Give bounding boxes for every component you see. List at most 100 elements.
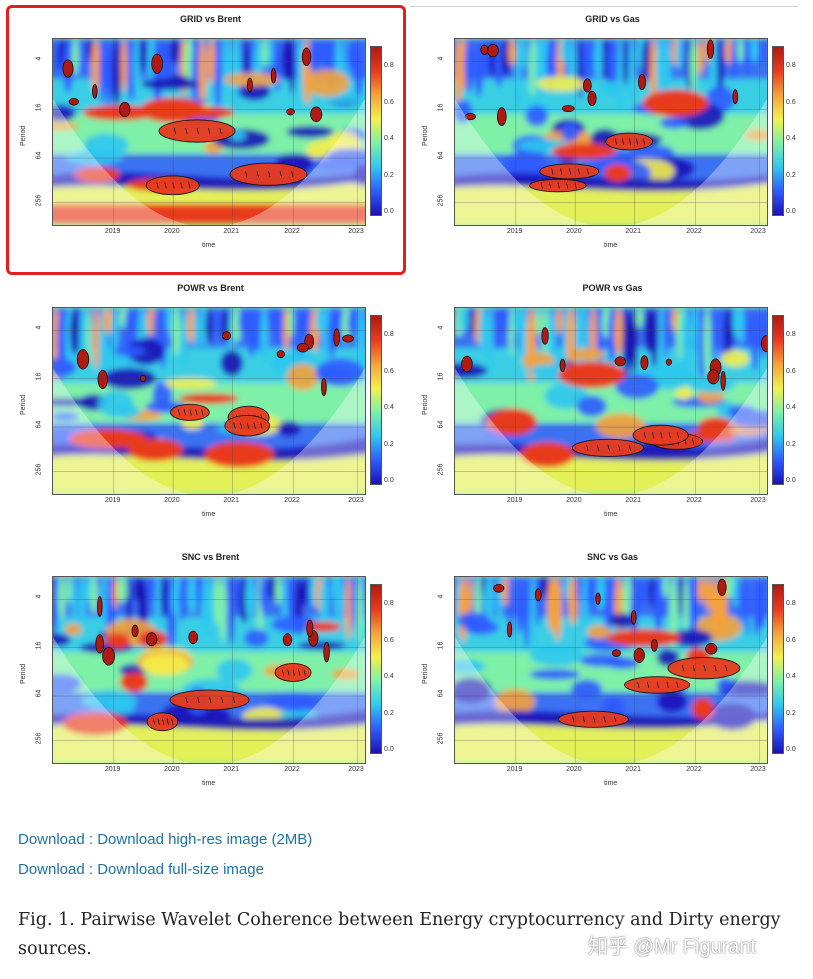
coherence-streak (593, 39, 603, 80)
panel-title: SNC vs Gas (586, 552, 639, 562)
coherence-streak (717, 308, 726, 363)
phase-arrow (577, 168, 581, 175)
coherence-streak (731, 39, 738, 80)
coherence-streak (195, 577, 203, 605)
significance-contour (493, 583, 505, 593)
heatmap-svg (455, 39, 767, 225)
download-fullsize-link[interactable]: Download : Download full-size image (18, 861, 264, 878)
coherence-streak (697, 577, 706, 604)
phase-arrow (549, 182, 552, 189)
colorbar-tick-label: 0.2 (384, 709, 394, 717)
coherence-blob (220, 350, 244, 376)
significance-contour (310, 106, 323, 123)
coherence-streak (515, 577, 524, 634)
coherence-blob (571, 679, 602, 698)
significance-contour (282, 633, 293, 647)
coherence-streak (744, 308, 752, 349)
coherence-streak (737, 308, 745, 344)
coherence-streak (630, 308, 638, 374)
phase-arrow (676, 681, 679, 689)
significance-contour (558, 710, 629, 728)
coherence-streak (523, 577, 530, 649)
phase-arrow (188, 182, 191, 189)
colorbar-tick-label: 0.4 (786, 135, 796, 142)
phase-arrow (676, 432, 680, 439)
x-tick-label: 2022 (686, 766, 702, 773)
coherence-blob (544, 382, 588, 409)
coherence-streak (528, 39, 538, 96)
coherence-streak (319, 577, 329, 627)
coherence-blob (502, 151, 549, 178)
coherence-streak (484, 577, 494, 621)
coherence-streak (267, 39, 274, 68)
y-tick-label: 4 (437, 56, 445, 61)
coherence-streak (300, 308, 310, 338)
x-tick-label: 2021 (625, 766, 641, 773)
coherence-streak (57, 577, 66, 620)
coherence-streak (556, 308, 563, 335)
x-tick-label: 2020 (164, 766, 180, 773)
significant-region (604, 164, 631, 182)
x-tick-label: 2021 (625, 497, 641, 504)
coherence-panel: GRID vs Brent Period 4 16 64 256 2019 2020 2021 2… (18, 14, 403, 269)
coherence-streak (315, 39, 323, 64)
phase-arrow (173, 127, 177, 135)
coherence-streak (214, 308, 222, 337)
phase-arrow (164, 182, 167, 189)
coherence-field (455, 577, 767, 763)
coherence-streak (535, 308, 542, 336)
coherence-streak (341, 308, 351, 342)
coherence-streak (171, 308, 181, 356)
significance-contour (301, 47, 312, 66)
coherence-streak (751, 308, 759, 372)
significance-contour (306, 619, 314, 638)
coherence-streak (738, 577, 744, 629)
coherence-streak (274, 308, 283, 348)
phase-arrow (572, 716, 575, 723)
significance-contour (62, 59, 74, 78)
x-tick-label: 2022 (284, 228, 300, 235)
phase-arrow (691, 438, 695, 445)
colorbar-tick-label: 0.4 (384, 673, 394, 680)
significance-contour (624, 676, 691, 694)
coherence-blob (297, 641, 346, 650)
phase-arrow (152, 718, 156, 725)
coherence-streak (717, 39, 724, 98)
coherence-streak (759, 39, 767, 63)
significance-contour (321, 377, 327, 397)
y-tick-label: 256 (437, 463, 445, 476)
coherence-streak (737, 39, 744, 63)
significance-contour (296, 342, 309, 353)
y-tick-label: 256 (437, 194, 445, 207)
coherence-streak (475, 577, 482, 624)
coherence-streak (221, 39, 229, 89)
x-tick-label: 2020 (164, 497, 180, 504)
colorbar-tick-label: 0.6 (384, 636, 394, 644)
coherence-streak (53, 577, 58, 637)
heatmap-plot (52, 307, 366, 495)
coherence-streak (198, 39, 207, 106)
coherence-streak (104, 39, 114, 107)
x-tick-label: 2023 (348, 766, 364, 773)
phase-arrow (582, 716, 585, 723)
significance-contour (246, 77, 253, 93)
x-axis-label: time (202, 780, 216, 787)
coherence-streak (671, 308, 679, 332)
coherence-streak (238, 308, 248, 335)
cone-of-influence (53, 39, 365, 225)
coherence-blob (114, 405, 142, 419)
significant-region (69, 429, 147, 449)
coherence-streak (70, 308, 80, 356)
coherence-blob (675, 386, 692, 401)
download-highres-link[interactable]: Download : Download high-res image (2MB) (18, 831, 313, 848)
significant-region (204, 441, 275, 468)
significant-region (487, 408, 537, 436)
coherence-blob (657, 689, 688, 713)
coherence-streak (146, 577, 156, 601)
coherence-blob (286, 125, 334, 138)
significance-contour (276, 350, 286, 359)
phase-arrow (596, 444, 600, 451)
phase-arrow (566, 182, 569, 189)
coherence-panel: SNC vs Brent Period 4 16 64 256 2019 2020 2021 20… (18, 552, 403, 807)
watermark: 知乎 @Mr Figurant (588, 936, 757, 958)
